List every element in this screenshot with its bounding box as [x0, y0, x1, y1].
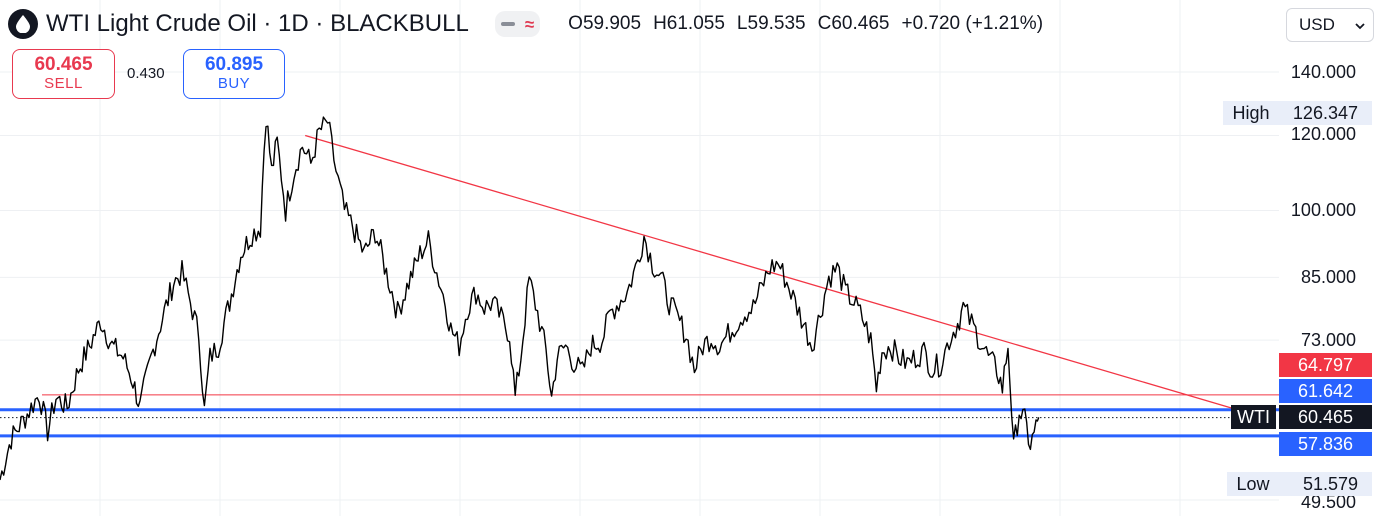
- open-label: O: [568, 13, 583, 34]
- low-tag-value: 51.579: [1279, 472, 1372, 496]
- sell-button[interactable]: 60.465 SELL: [12, 49, 115, 99]
- low-value: 59.535: [747, 13, 806, 34]
- oil-drop-icon: [8, 9, 38, 39]
- level-price-tag: 57.836: [1279, 432, 1372, 456]
- high-tag-value: 126.347: [1279, 101, 1372, 125]
- y-tick-label: 73.000: [1300, 330, 1356, 350]
- low-label: L: [736, 13, 748, 34]
- low-tag-label: Low: [1227, 472, 1279, 496]
- level-price-tag: 61.642: [1279, 379, 1372, 403]
- buy-price: 60.895: [204, 54, 264, 75]
- buy-button[interactable]: 60.895 BUY: [183, 49, 285, 99]
- y-tick-label: 100.000: [1290, 200, 1356, 220]
- y-tick-label: 140.000: [1290, 62, 1356, 82]
- minus-icon[interactable]: [500, 22, 515, 26]
- trendline-group: [305, 134, 1271, 420]
- currency-select[interactable]: USD: [1286, 8, 1374, 42]
- price-series: [0, 116, 1040, 481]
- horizontal-levels: [0, 394, 1279, 438]
- chart-header: WTI Light Crude Oil · 1D · BLACKBULL ≈ O…: [8, 6, 1043, 42]
- indicator-toggles[interactable]: ≈: [494, 11, 541, 37]
- sell-price-tag: 64.797: [1279, 353, 1372, 377]
- currency-value: USD: [1299, 15, 1335, 34]
- high-tag-label: High: [1223, 101, 1279, 125]
- last-price-tag: 60.465: [1279, 405, 1372, 429]
- close-label: C: [817, 13, 832, 34]
- y-tick-label: 85.000: [1300, 267, 1356, 287]
- high-label: H: [653, 13, 667, 34]
- open-value: 59.905: [582, 13, 642, 34]
- close-value: 60.465: [831, 13, 890, 34]
- sell-price: 60.465: [34, 54, 93, 75]
- trendline: [305, 134, 1271, 420]
- ohlc-readout: O59.905 H61.055 L59.535 C60.465 +0.720 (…: [568, 13, 1043, 35]
- sell-label: SELL: [44, 75, 83, 92]
- high-value: 61.055: [666, 13, 725, 34]
- symbol-price-tag: WTI: [1231, 405, 1276, 429]
- y-tick-label: 120.000: [1290, 124, 1356, 144]
- wave-icon[interactable]: ≈: [524, 14, 535, 34]
- chevron-down-icon: [1355, 15, 1365, 35]
- buy-label: BUY: [217, 75, 251, 92]
- spread-value: 0.430: [127, 65, 165, 82]
- symbol-title[interactable]: WTI Light Crude Oil · 1D · BLACKBULL: [46, 10, 469, 37]
- change-value: +0.720 (+1.21%): [901, 13, 1044, 34]
- price-line: [0, 116, 1040, 481]
- y-tick-label: 49.500: [1300, 492, 1356, 512]
